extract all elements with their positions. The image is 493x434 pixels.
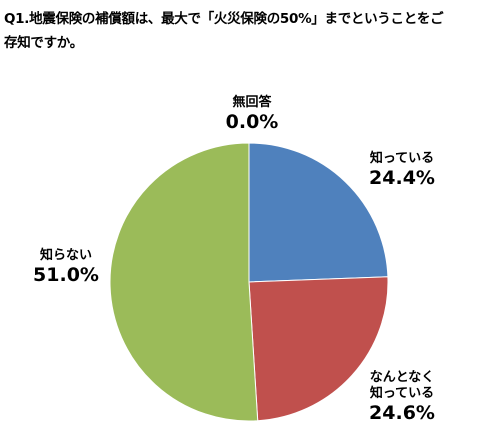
slice-value-label-1: 24.6% [369, 402, 435, 424]
slice-value-label-0: 24.4% [369, 167, 435, 189]
slice-label-3-line-0: 無回答 [232, 94, 272, 110]
question-text: Q1.地震保険の補償額は、最大で「火災保険の50%」までということをご 存知です… [4, 7, 490, 55]
question-line-2: 存知ですか。 [4, 35, 83, 51]
slice-value-label-2: 51.0% [33, 264, 99, 286]
slice-label-1-line-0: なんとなく [370, 370, 435, 385]
slice-label-1-line-1: 知っている [370, 385, 434, 401]
slice-label-2-line-0: 知らない [40, 247, 92, 263]
question-line-1: Q1.地震保険の補償額は、最大で「火災保険の50%」までということをご [4, 11, 444, 27]
pie-slice-0 [248, 142, 389, 283]
slice-label-0-line-0: 知っている [370, 150, 434, 166]
slice-value-label-3: 0.0% [226, 111, 279, 133]
pie-slice-1 [248, 276, 389, 422]
pie-slice-2 [109, 142, 259, 422]
